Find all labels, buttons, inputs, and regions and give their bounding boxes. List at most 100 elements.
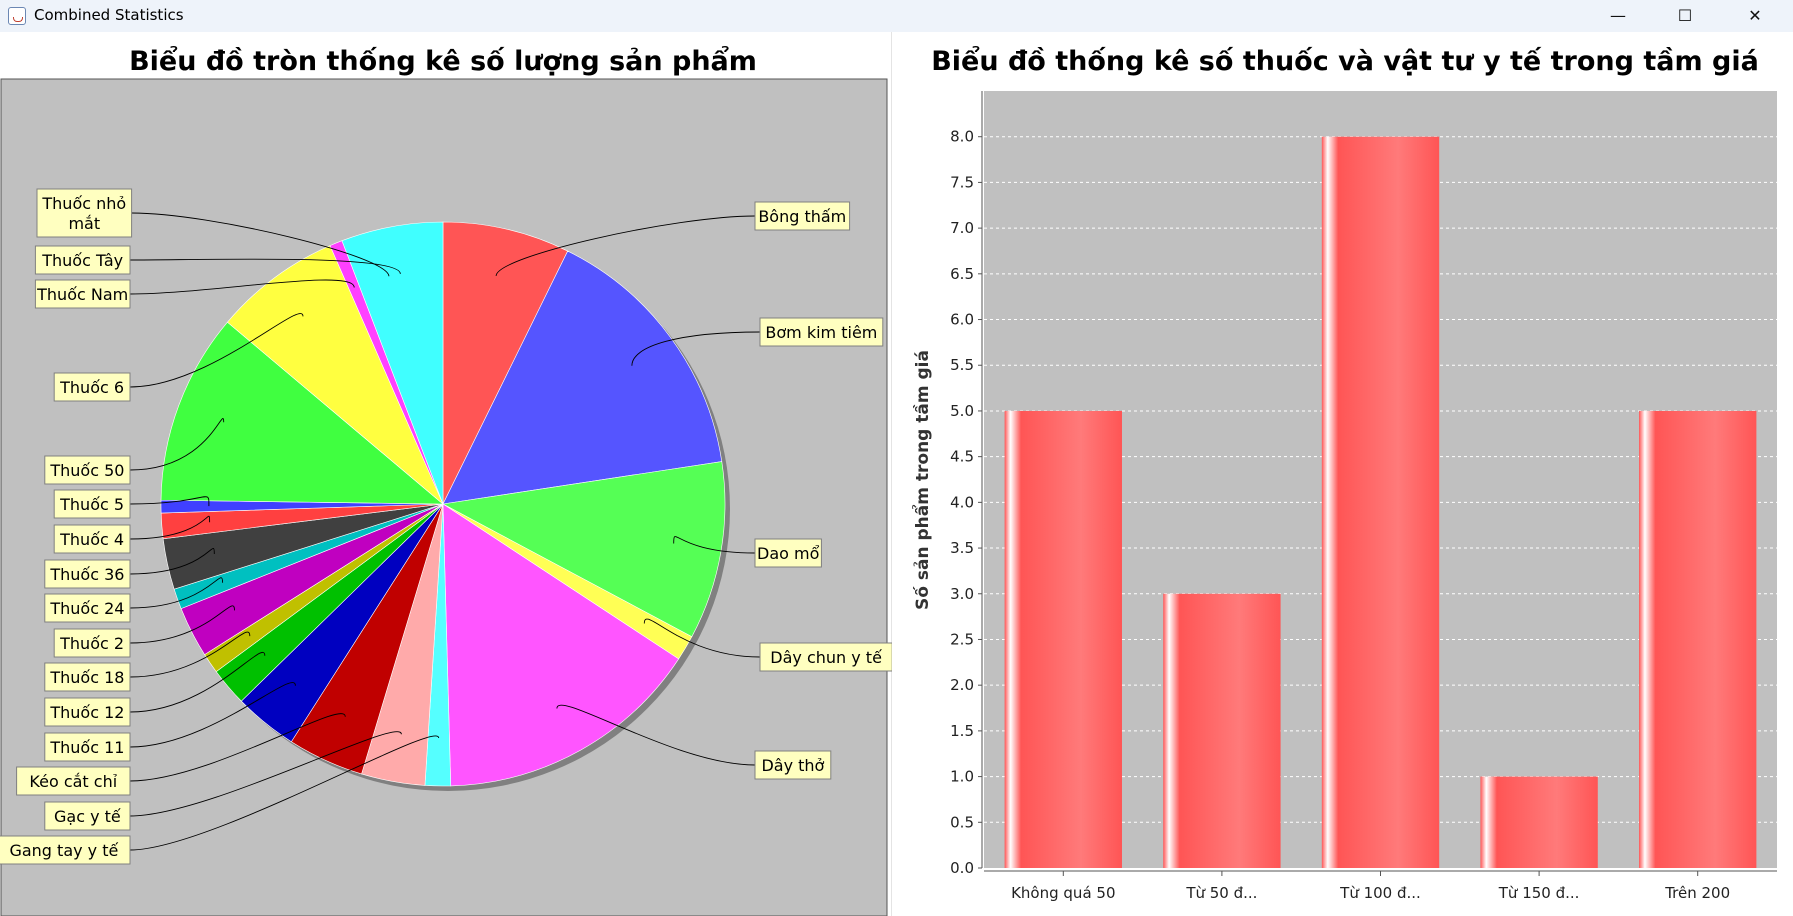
bar-khong-qua-50	[1004, 410, 1122, 868]
pie-label-thuoc-12: Thuốc 12	[49, 703, 124, 722]
pie-label-box-gang-tay-y-te	[0, 835, 131, 865]
maximize-button[interactable]: ☐	[1677, 6, 1693, 25]
pie-label-gang-tay-y-te: Gang tay y tế	[9, 841, 118, 860]
pie-label-box-thuoc-50	[44, 455, 131, 485]
y-tick-label: 6.0	[950, 311, 974, 329]
leader-line-day-chun-y-te	[643, 618, 761, 658]
pie-label-thuoc-11: Thuốc 11	[49, 738, 124, 757]
pie-label-box-thuoc-nam	[34, 279, 131, 309]
pie-label-thuoc-nho-mat: mắt	[68, 214, 100, 233]
y-tick-label: 4.0	[950, 493, 974, 511]
pie-label-box-bong-tham	[754, 201, 851, 231]
pie-label-day-chun-y-te: Dây chun y tế	[770, 648, 882, 667]
x-tick-label: Từ 100 đ...	[1339, 884, 1421, 902]
bar-tu-150-d	[1480, 776, 1598, 868]
leader-line-thuoc-nho-mat	[131, 212, 390, 277]
leader-line-thuoc-12	[129, 652, 266, 713]
pie-slice-bong-tham	[442, 221, 569, 505]
pie-label-box-thuoc-nho-mat	[36, 188, 133, 238]
pie-label-thuoc-tay: Thuốc Tây	[41, 251, 123, 270]
y-tick-label: 5.0	[950, 402, 974, 420]
leader-line-thuoc-4	[129, 515, 211, 540]
leader-line-thuoc-6	[129, 313, 304, 388]
leader-line-day-tho	[556, 704, 756, 766]
pie-label-box-day-chun-y-te	[759, 642, 892, 672]
pie-chart: Biểu đồ tròn thống kê số lượng sản phẩm …	[0, 44, 892, 916]
window-title-bar: Combined Statistics — ☐ ✕	[0, 0, 1793, 32]
x-tick-label: Từ 50 đ...	[1185, 884, 1257, 902]
pie-leader-lines	[129, 212, 761, 851]
y-tick-label: 6.5	[950, 265, 974, 283]
pie-label-box-keo-cat-chi	[16, 766, 131, 796]
y-tick-label: 1.5	[950, 722, 974, 740]
pie-label-thuoc-24: Thuốc 24	[49, 599, 124, 618]
y-tick-label: 3.0	[950, 585, 974, 603]
pie-labels: Bông thấm Bơm kim tiêm Dao mổ Dây chun y tế…	[0, 188, 892, 865]
y-tick-label: 7.0	[950, 219, 974, 237]
x-tick-label: Không quá 50	[1011, 884, 1115, 902]
pie-label-thuoc-50: Thuốc 50	[49, 461, 124, 480]
leader-line-thuoc-50	[129, 418, 225, 471]
pie-label-box-thuoc-12	[44, 697, 131, 727]
pie-label-keo-cat-chi: Kéo cắt chỉ	[29, 772, 117, 791]
bar-tren-200	[1639, 410, 1757, 868]
panel-divider	[891, 32, 892, 916]
pie-label-thuoc-nho-mat: Thuốc nhỏ	[41, 194, 126, 213]
y-tick-label: 5.5	[950, 356, 974, 374]
pie-slice-dao-mo	[442, 461, 726, 638]
pie-label-thuoc-2: Thuốc 2	[59, 634, 124, 653]
pie-label-box-thuoc-24	[44, 593, 131, 623]
close-button[interactable]: ✕	[1748, 6, 1762, 25]
pie-label-box-dao-mo	[754, 538, 822, 568]
y-tick-label: 0.0	[950, 859, 974, 877]
leader-line-thuoc-24	[129, 577, 224, 609]
pie-label-box-gac-y-te	[44, 801, 131, 831]
y-tick-label: 1.0	[950, 768, 974, 786]
y-tick-label: 4.5	[950, 448, 974, 466]
pie-label-dao-mo: Dao mổ	[757, 544, 820, 563]
pie-slice-day-tho	[442, 503, 680, 787]
bar-y-axis-title: Số sản phẩm trong tầm giá	[911, 350, 933, 610]
pie-label-thuoc-nam: Thuốc Nam	[36, 285, 128, 304]
pie-label-box-thuoc-tay	[34, 245, 131, 275]
y-tick-label: 8.0	[950, 128, 974, 146]
pie-label-bom-kim-tiem: Bơm kim tiêm	[765, 323, 877, 342]
bar-x-ticks: Không quá 50 Từ 50 đ... Từ 100 đ... Từ 150 …	[1011, 871, 1730, 902]
x-tick-label: Từ 150 đ...	[1498, 884, 1580, 902]
pie-label-day-tho: Dây thở	[761, 756, 824, 775]
leader-line-gac-y-te	[129, 731, 402, 817]
pie-label-thuoc-4: Thuốc 4	[59, 530, 124, 549]
pie-slice-thuoc-6	[227, 245, 444, 505]
leader-line-thuoc-2	[129, 605, 235, 644]
pie-label-box-bom-kim-tiem	[759, 317, 884, 347]
bar-tu-50-d	[1163, 593, 1281, 868]
bar-tu-100-d	[1321, 136, 1440, 869]
leader-line-dao-mo	[673, 536, 756, 554]
pie-label-box-thuoc-6	[53, 372, 131, 402]
pie-label-box-thuoc-2	[53, 628, 131, 658]
pie-slice-thuoc-tay	[341, 221, 444, 505]
pie-label-bong-tham: Bông thấm	[758, 207, 846, 226]
pie-label-thuoc-36: Thuốc 36	[49, 565, 124, 584]
y-tick-label: 7.5	[950, 173, 974, 191]
minimize-button[interactable]: —	[1610, 6, 1626, 25]
y-tick-label: 3.5	[950, 539, 974, 557]
pie-label-thuoc-5: Thuốc 5	[59, 495, 124, 514]
pie-label-gac-y-te: Gạc y tế	[54, 807, 121, 826]
leader-line-keo-cat-chi	[129, 713, 346, 782]
pie-slice-thuoc-50	[160, 321, 444, 505]
leader-line-thuoc-nam	[129, 279, 355, 295]
y-tick-label: 2.5	[950, 630, 974, 648]
x-tick-label: Trên 200	[1664, 884, 1730, 902]
pie-label-box-thuoc-11	[44, 732, 131, 762]
bar-y-ticks: 0.0 0.5 1.0 1.5 2.0 2.5 3.0 3.5 4.0 4.5 5.0 5.5 6.0 6…	[950, 128, 982, 877]
leader-line-thuoc-11	[129, 682, 296, 748]
java-app-icon	[8, 7, 26, 25]
pie-label-box-thuoc-18	[44, 662, 131, 692]
pie-slice-bom-kim-tiem	[442, 250, 723, 505]
pie-label-thuoc-6: Thuốc 6	[59, 378, 124, 397]
leader-line-thuoc-36	[129, 548, 215, 575]
leader-line-thuoc-tay	[129, 258, 401, 275]
leader-line-gang-tay-y-te	[129, 735, 440, 851]
pie-label-box-thuoc-36	[44, 559, 131, 589]
